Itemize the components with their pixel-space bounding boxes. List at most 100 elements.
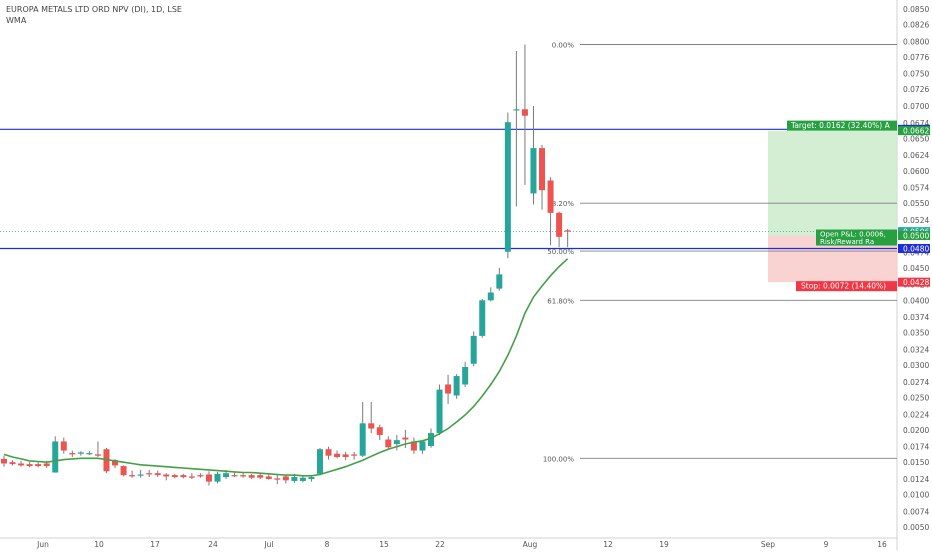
y-tick-label: 0.0574 bbox=[903, 184, 929, 193]
candle-body bbox=[376, 427, 383, 435]
y-tick-label: 0.0324 bbox=[903, 346, 929, 355]
y-tick-label: 0.0650 bbox=[903, 134, 929, 143]
x-tick-label: 8 bbox=[325, 540, 330, 549]
candle-body bbox=[120, 466, 127, 476]
candle-body bbox=[299, 477, 306, 481]
y-tick-label: 0.0150 bbox=[903, 458, 929, 467]
candle-body bbox=[385, 439, 392, 448]
fib-level-label: 100.00% bbox=[543, 455, 574, 463]
candle-body bbox=[402, 437, 409, 440]
price-tag-bg bbox=[898, 277, 930, 287]
y-tick-label: 0.0124 bbox=[903, 475, 929, 484]
candle-body bbox=[180, 475, 187, 478]
x-tick-label: 10 bbox=[94, 540, 104, 549]
candle-body bbox=[351, 454, 358, 456]
chart-legend: EUROPA METALS LTD ORD NPV (DI), 1D, LSE … bbox=[6, 4, 182, 26]
candle-body bbox=[214, 473, 221, 482]
candle-body bbox=[334, 453, 341, 457]
stop-label: Stop: 0.0072 (14.40%) bbox=[801, 282, 886, 291]
candle-body bbox=[547, 180, 554, 213]
candle-body bbox=[129, 475, 136, 477]
fib-level-label: 38.20% bbox=[547, 200, 574, 208]
candle-body bbox=[9, 462, 16, 465]
candle-body bbox=[94, 454, 101, 456]
fib-level-label: 61.80% bbox=[547, 297, 574, 305]
candle-body bbox=[52, 441, 59, 473]
candle-body bbox=[188, 476, 195, 478]
x-tick-label: Aug bbox=[523, 540, 538, 549]
candle-body bbox=[368, 423, 375, 429]
candle-body bbox=[26, 464, 33, 467]
chart-title: EUROPA METALS LTD ORD NPV (DI), 1D, LSE bbox=[6, 5, 182, 14]
y-tick-label: 0.0800 bbox=[903, 37, 929, 46]
candle-body bbox=[35, 464, 42, 467]
candle-body bbox=[282, 476, 289, 481]
candle-body bbox=[265, 476, 272, 480]
x-tick-label: 16 bbox=[877, 540, 887, 549]
price-tag-bg bbox=[898, 243, 930, 253]
candle-body bbox=[564, 230, 571, 232]
candle-body bbox=[77, 452, 84, 454]
candle-body bbox=[325, 449, 332, 456]
y-tick-label: 0.0750 bbox=[903, 70, 929, 79]
candle-body bbox=[393, 440, 400, 445]
x-tick-label: Sep bbox=[761, 540, 775, 549]
pl-label: Open P&L: 0.0006, bbox=[820, 231, 886, 239]
candle-body bbox=[231, 475, 238, 477]
candle-body bbox=[137, 474, 144, 476]
fib-level-label: 50.00% bbox=[547, 248, 574, 256]
pl-label-bg bbox=[816, 229, 897, 246]
candle-body bbox=[342, 454, 349, 457]
candle-body bbox=[69, 453, 76, 455]
y-tick-label: 0.0450 bbox=[903, 264, 929, 273]
candle-body bbox=[86, 453, 93, 455]
x-tick-label: 24 bbox=[208, 540, 218, 549]
y-tick-label: 0.0600 bbox=[903, 167, 929, 176]
y-tick-label: 0.0300 bbox=[903, 361, 929, 370]
x-tick-label: Jul bbox=[263, 540, 273, 549]
y-tick-label: 0.0050 bbox=[903, 523, 929, 532]
y-tick-label: 0.0350 bbox=[903, 329, 929, 338]
fib-level-label: 0.00% bbox=[552, 42, 575, 50]
price-tag: 0.0428 bbox=[903, 278, 929, 287]
candle-body bbox=[248, 475, 255, 478]
candle-body bbox=[521, 109, 528, 116]
y-tick-label: 0.0250 bbox=[903, 393, 929, 402]
y-tick-label: 0.0550 bbox=[903, 199, 929, 208]
y-tick-label: 0.0200 bbox=[903, 426, 929, 435]
price-tag: 0.0500 bbox=[903, 232, 929, 241]
candle-body bbox=[43, 463, 50, 467]
candle-body bbox=[436, 389, 443, 434]
stop-label-bg bbox=[796, 281, 897, 292]
candle-body bbox=[240, 475, 247, 477]
candle-body bbox=[487, 292, 494, 301]
candle-body bbox=[428, 433, 434, 446]
candle-body bbox=[154, 473, 161, 476]
y-tick-label: 0.0776 bbox=[903, 53, 929, 62]
candle-body bbox=[163, 474, 170, 477]
y-tick-label: 0.0174 bbox=[903, 443, 929, 452]
y-tick-label: 0.0624 bbox=[903, 151, 929, 160]
candle-body bbox=[496, 274, 503, 289]
target-zone bbox=[768, 130, 897, 236]
x-tick-label: 15 bbox=[379, 540, 389, 549]
x-tick-label: 17 bbox=[150, 540, 160, 549]
candle-body bbox=[146, 473, 153, 475]
candle-body bbox=[112, 460, 119, 466]
candle-body bbox=[470, 335, 477, 364]
candle-body bbox=[205, 474, 212, 482]
y-tick-label: 0.0100 bbox=[903, 491, 929, 500]
candle-body bbox=[257, 475, 264, 478]
candle-body bbox=[410, 441, 417, 451]
candle-body bbox=[419, 441, 426, 451]
candle-body bbox=[1, 458, 7, 464]
y-tick-label: 0.0224 bbox=[903, 410, 929, 419]
target-label-bg bbox=[787, 120, 897, 131]
candle-body bbox=[479, 300, 486, 336]
x-tick-label: 19 bbox=[659, 540, 669, 549]
candle-body bbox=[462, 366, 469, 385]
candle-body bbox=[504, 122, 511, 252]
candle-body bbox=[60, 441, 67, 451]
